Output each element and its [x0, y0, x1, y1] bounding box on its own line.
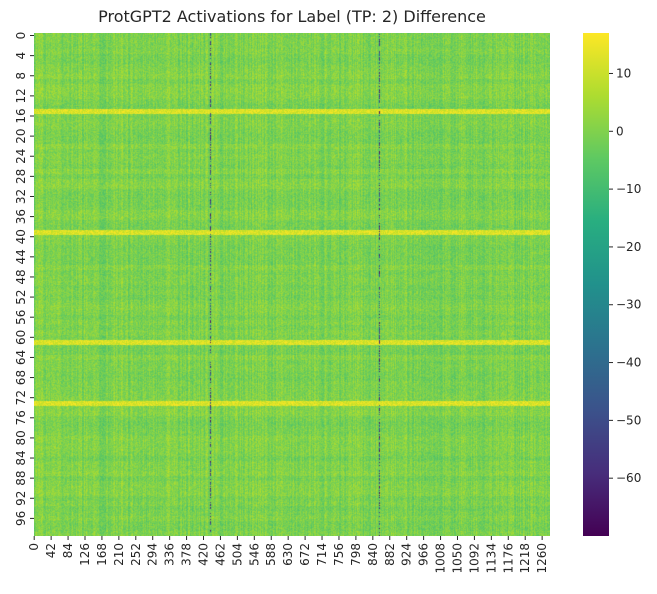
- x-tick-label: 336: [163, 543, 177, 566]
- colorbar-ticks: 10 0 −10 −20 −30 −40 −50 −60: [609, 66, 641, 485]
- y-tick-label: 4: [14, 52, 28, 60]
- x-tick-label: 882: [383, 543, 397, 566]
- y-tick-label: 24: [14, 149, 28, 164]
- y-tick-label: 48: [14, 269, 28, 284]
- x-tick-label: 210: [112, 543, 126, 566]
- y-tick-label: 92: [14, 491, 28, 506]
- chart-title: ProtGPT2 Activations for Label (TP: 2) D…: [98, 7, 486, 26]
- x-tick-label: 504: [230, 543, 244, 566]
- y-tick-label: 80: [14, 430, 28, 445]
- y-tick-label: 88: [14, 471, 28, 486]
- colorbar: [583, 33, 609, 536]
- x-tick-label: 126: [78, 543, 92, 566]
- x-tick-label: 0: [27, 543, 41, 551]
- x-tick-label: 42: [44, 543, 58, 558]
- y-tick-label: 44: [14, 249, 28, 264]
- y-tick-label: 76: [14, 410, 28, 425]
- colorbar-tick-label: 0: [616, 124, 624, 138]
- x-tick-label: 1008: [434, 543, 448, 574]
- x-tick-label: 672: [298, 543, 312, 566]
- x-tick-label: 840: [366, 543, 380, 566]
- x-tick-label: 714: [315, 543, 329, 566]
- y-tick-label: 16: [14, 108, 28, 123]
- x-tick-label: 1176: [501, 543, 515, 574]
- y-tick-label: 12: [14, 88, 28, 103]
- y-tick-label: 84: [14, 450, 28, 465]
- colorbar-tick-label: 10: [616, 66, 631, 80]
- x-tick-label: 378: [180, 543, 194, 566]
- y-tick-label: 52: [14, 289, 28, 304]
- y-tick-label: 40: [14, 229, 28, 244]
- y-axis-ticks: 0481216202428323640444852566064687276808…: [14, 32, 34, 526]
- x-tick-label: 84: [61, 543, 75, 558]
- y-tick-label: 8: [14, 72, 28, 80]
- colorbar-tick-label: −10: [616, 182, 641, 196]
- y-tick-label: 68: [14, 370, 28, 385]
- colorbar-tick-label: −50: [616, 413, 641, 427]
- x-tick-label: 252: [129, 543, 143, 566]
- x-tick-label: 1134: [484, 543, 498, 574]
- x-tick-label: 462: [213, 543, 227, 566]
- x-tick-label: 1260: [535, 543, 549, 574]
- heatmap-cells: [34, 33, 550, 536]
- x-tick-label: 1050: [450, 543, 464, 574]
- y-tick-label: 32: [14, 189, 28, 204]
- x-tick-label: 546: [247, 543, 261, 566]
- y-tick-label: 36: [14, 209, 28, 224]
- y-tick-label: 28: [14, 169, 28, 184]
- x-tick-label: 1092: [467, 543, 481, 574]
- x-axis-ticks: 0 42 84 126 168 210 252 294 336 378 420 462 504 546 58…: [27, 536, 549, 574]
- x-tick-label: 756: [332, 543, 346, 566]
- x-tick-label: 294: [146, 543, 160, 566]
- x-tick-label: 966: [417, 543, 431, 566]
- x-tick-label: 798: [349, 543, 363, 566]
- x-tick-label: 1218: [518, 543, 532, 574]
- colorbar-tick-label: −40: [616, 356, 641, 370]
- x-tick-label: 630: [281, 543, 295, 566]
- y-tick-label: 0: [14, 32, 28, 40]
- x-tick-label: 420: [197, 543, 211, 566]
- x-tick-label: 924: [400, 543, 414, 566]
- colorbar-tick-label: −20: [616, 240, 641, 254]
- y-tick-label: 20: [14, 128, 28, 143]
- y-tick-label: 56: [14, 310, 28, 325]
- y-tick-label: 64: [14, 350, 28, 365]
- y-tick-label: 96: [14, 511, 28, 526]
- x-tick-label: 168: [95, 543, 109, 566]
- colorbar-tick-label: −60: [616, 471, 641, 485]
- x-tick-label: 588: [264, 543, 278, 566]
- colorbar-tick-label: −30: [616, 298, 641, 312]
- y-tick-label: 60: [14, 330, 28, 345]
- y-tick-label: 72: [14, 390, 28, 405]
